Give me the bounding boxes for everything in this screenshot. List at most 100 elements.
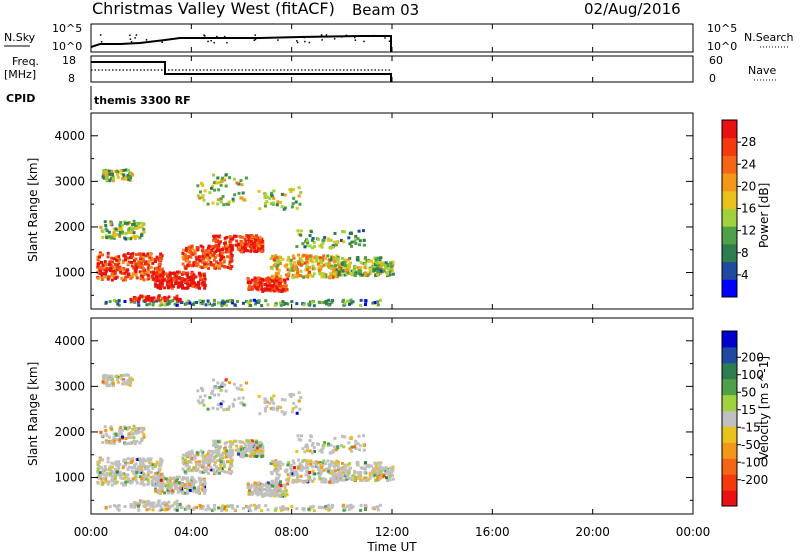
power-cell <box>132 234 136 238</box>
power-cell <box>380 263 384 267</box>
power-cell <box>271 256 275 260</box>
power-cell <box>180 272 184 276</box>
velocity-cell <box>297 391 301 395</box>
velocity-cell <box>373 473 377 477</box>
power-cell <box>284 284 288 288</box>
power-cell <box>363 265 367 269</box>
power-cell <box>350 244 354 248</box>
power-cell <box>289 190 293 194</box>
power-cell <box>290 205 294 209</box>
velocity-cell <box>100 477 104 481</box>
power-cell <box>98 260 102 264</box>
velocity-cell <box>282 412 286 416</box>
power-cell <box>139 221 143 225</box>
power-cell <box>251 248 255 252</box>
velocity-cell <box>135 470 139 474</box>
velocity-cell <box>107 480 111 484</box>
velocity-cell <box>388 478 392 482</box>
nave-label: Nave <box>748 64 776 77</box>
velocity-cell <box>103 473 107 477</box>
velocity-colorbar-swatch <box>722 458 737 475</box>
velocity-cell <box>209 465 213 469</box>
power-cell <box>329 238 333 242</box>
power-cell <box>236 242 240 246</box>
velocity-cell <box>214 471 218 475</box>
power-cell <box>333 260 337 264</box>
velocity-cell <box>347 471 351 475</box>
power-cell <box>322 263 326 267</box>
power-cell <box>168 275 172 279</box>
power-cell <box>244 176 248 180</box>
power-cell <box>169 279 173 283</box>
power-cell <box>212 173 216 177</box>
power-cell <box>138 262 142 266</box>
velocity-cell <box>217 449 221 453</box>
velocity-cell <box>139 478 143 482</box>
velocity-cell <box>115 438 119 442</box>
power-cell <box>375 257 379 261</box>
power-cell <box>221 195 225 199</box>
power-cell <box>145 260 149 264</box>
power-colorbar-tick-label: 20 <box>741 179 756 193</box>
power-cell <box>352 269 356 273</box>
power-cell <box>122 168 126 172</box>
velocity-cell <box>217 393 221 397</box>
velocity-cell <box>123 476 127 480</box>
power-cell <box>211 184 215 188</box>
velocity-cell <box>126 467 130 471</box>
power-cell <box>215 254 219 258</box>
power-cell <box>140 271 144 275</box>
power-cell <box>280 286 284 290</box>
velocity-cell <box>263 400 267 404</box>
velocity-cell <box>210 468 214 472</box>
power-cell <box>204 265 208 269</box>
power-cell <box>148 296 152 300</box>
velocity-cell <box>211 458 215 462</box>
power-cell <box>209 250 213 254</box>
power-cell <box>177 276 181 280</box>
velocity-cell <box>164 484 168 488</box>
velocity-cell <box>114 432 118 436</box>
velocity-cell <box>212 468 216 472</box>
power-cell <box>115 169 119 173</box>
velocity-cell <box>217 385 221 389</box>
power-cell <box>202 274 206 278</box>
power-cell <box>320 275 324 279</box>
velocity-cell <box>139 438 143 442</box>
velocity-cell <box>105 375 109 379</box>
velocity-cell <box>126 477 130 481</box>
velocity-cell <box>301 447 305 451</box>
power-cell <box>304 240 308 244</box>
power-cell <box>319 267 323 271</box>
power-cell <box>146 268 150 272</box>
power-cell <box>198 196 202 200</box>
velocity-cell <box>101 458 105 462</box>
velocity-cell <box>188 455 192 459</box>
velocity-cell <box>351 505 355 509</box>
power-cell <box>269 287 273 291</box>
power-cell <box>140 294 144 298</box>
power-colorbar-swatch <box>722 279 737 298</box>
velocity-cell <box>126 426 130 430</box>
power-cell <box>112 266 116 270</box>
velocity-cell <box>132 439 136 443</box>
power-cell <box>350 269 354 273</box>
power-cell <box>128 275 132 279</box>
power-cell <box>216 202 220 206</box>
power-cell <box>139 261 143 265</box>
power-cell <box>282 302 286 306</box>
velocity-cell <box>378 464 382 468</box>
velocity-cell <box>260 455 264 459</box>
velocity-cell <box>359 503 363 507</box>
power-cell <box>134 270 138 274</box>
power-cell <box>140 263 144 267</box>
power-cell <box>225 235 229 239</box>
power-cell <box>274 254 278 258</box>
power-cell <box>120 172 124 176</box>
velocity-colorbar-swatch <box>722 331 737 348</box>
power-cell <box>257 244 261 248</box>
y-tick-label: 3000 <box>54 379 85 393</box>
velocity-cell <box>312 477 316 481</box>
velocity-cell <box>297 466 301 470</box>
power-cell <box>172 271 176 275</box>
